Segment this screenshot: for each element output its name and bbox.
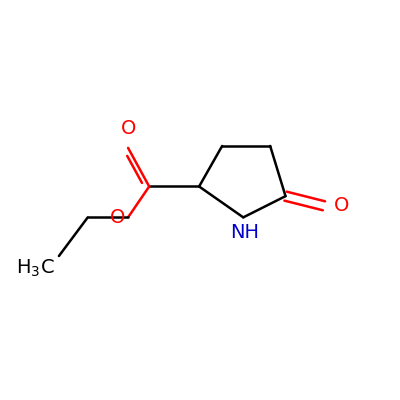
Text: NH: NH xyxy=(230,223,259,242)
Text: O: O xyxy=(120,119,136,138)
Text: O: O xyxy=(110,208,125,227)
Text: H$_3$C: H$_3$C xyxy=(16,258,54,279)
Text: O: O xyxy=(334,196,349,215)
